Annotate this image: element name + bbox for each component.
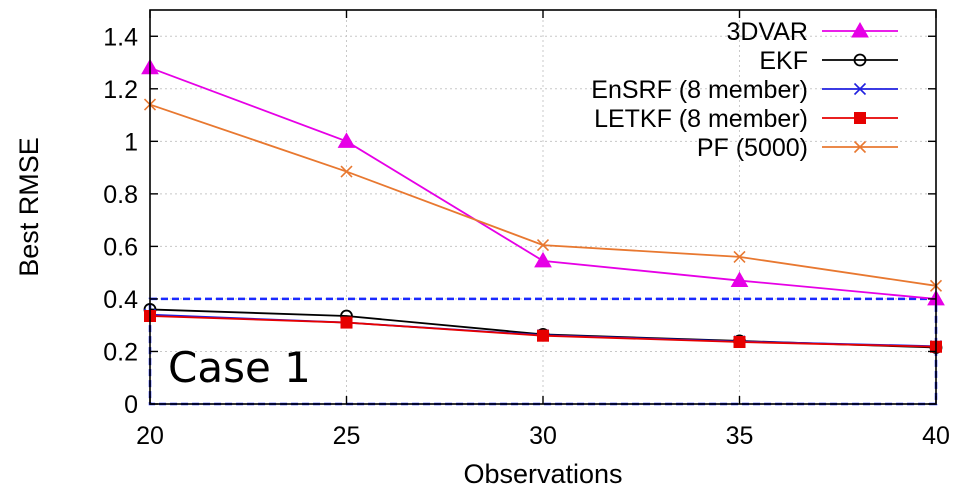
data-point [854,112,866,124]
legend-label: EnSRF (8 member) [591,76,808,104]
case-label: Case 1 [168,343,311,392]
series-3dvar [141,58,945,306]
data-point [337,132,356,148]
legend-entry: LETKF (8 member) [594,105,898,133]
data-point [340,316,353,329]
legend-label: EKF [759,47,808,75]
y-axis-label: Best RMSE [14,137,44,277]
x-tick-label: 40 [922,422,950,450]
data-point [853,53,867,67]
x-tick-label: 30 [529,422,557,450]
data-point [534,251,552,268]
legend-entry: 3DVAR [726,18,898,46]
legend-entry: PF (5000) [697,134,898,162]
y-tick-label: 1.4 [103,23,138,51]
data-point [853,82,867,96]
data-point [537,329,549,342]
data-point [733,336,746,349]
y-tick-label: 0.6 [103,233,138,261]
x-axis-label: Observations [463,459,622,489]
y-tick-label: 1.2 [103,76,138,104]
data-point-stroke [733,250,746,263]
data-point-stroke [853,82,867,96]
x-tick-label: 20 [136,422,164,450]
data-point [851,21,869,38]
data-point-stroke [536,239,550,252]
y-tick-label: 0 [124,391,138,419]
legend-label: LETKF (8 member) [594,105,808,133]
x-tick-label: 25 [333,422,361,450]
x-tick-label: 35 [726,422,754,450]
legend-entry: EnSRF (8 member) [591,76,898,104]
axis-ticks: 0 0.2 0.4 0.6 0.8 1 1.2 1.4 20 25 30 35 40 [103,10,950,450]
data-point [733,250,746,263]
data-point [340,165,353,178]
y-tick-label: 0.8 [103,181,138,209]
legend-entry: EKF [759,47,898,75]
legend-label: PF (5000) [697,134,808,162]
data-point-stroke [340,165,353,178]
y-tick-label: 1 [124,128,138,156]
data-point [853,140,867,154]
data-point [536,239,550,252]
data-point-stroke [853,140,867,154]
y-tick-label: 0.2 [103,338,138,366]
data-point [730,271,749,288]
y-tick-label: 0.4 [103,286,138,314]
legend-label: 3DVAR [726,18,808,46]
